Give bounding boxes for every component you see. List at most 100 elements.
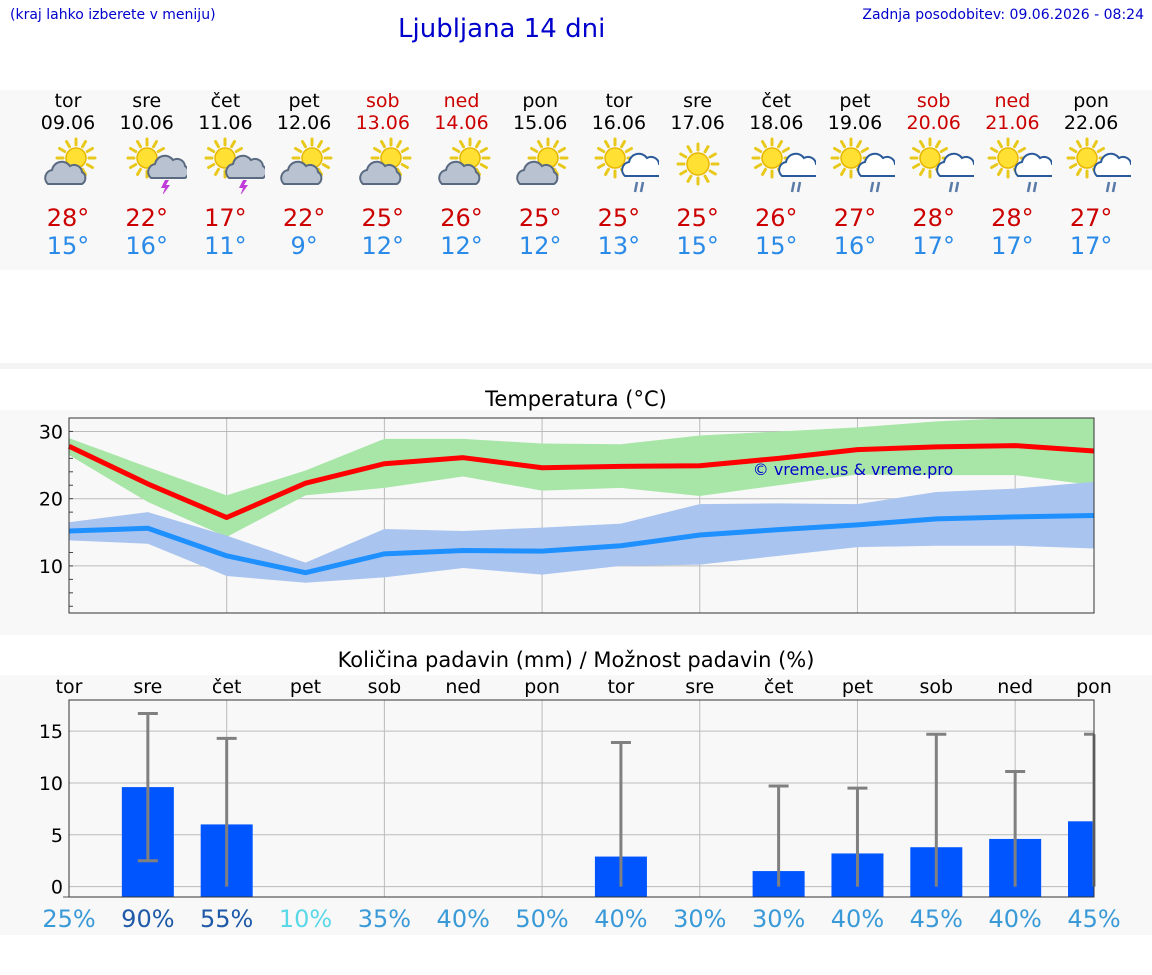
min-temperature: 15° [676,232,719,260]
day-date: 19.06 [827,112,883,134]
min-temperature: 16° [125,232,168,260]
max-temperature: 26° [755,204,798,232]
x-tick-label: tor [607,676,634,698]
max-temperature: 25° [361,204,405,232]
day-name: sre [683,90,713,112]
min-temperature: 12° [361,232,405,260]
y-tick-label: 10 [39,556,63,578]
watermark: © vreme.us & vreme.pro [753,460,954,479]
max-temperature-band [69,418,1094,538]
max-temperature: 25° [518,204,562,232]
min-temperature: 12° [440,232,483,260]
precipitation-probability: 40% [594,905,647,933]
day-column: čet 18.06 26° 15° [736,90,821,260]
sun-icon [676,142,720,186]
min-temperature: 17° [991,232,1034,260]
min-temperature: 17° [912,232,955,260]
max-temperature: 28° [46,204,90,232]
last-update: Zadnja posodobitev: 09.06.2026 - 08:24 [862,7,1144,23]
max-temperature: 28° [912,204,955,232]
day-column: sob 13.06 25° 12° [343,90,423,260]
min-temperature: 13° [597,232,641,260]
day-name: tor [54,90,82,112]
min-temperature: 15° [755,232,798,260]
precipitation-probability: 55% [200,905,253,933]
day-column: sre 17.06 25° 15° [658,90,738,260]
precipitation-probability: 45% [910,905,963,933]
plot-frame [68,417,1095,614]
max-temperature-line [67,443,1095,521]
precipitation-probability: 90% [121,905,174,933]
daily-forecast-strip [0,90,1152,270]
x-tick-label: sre [685,676,714,698]
day-date: 17.06 [670,112,725,134]
day-date: 12.06 [276,112,332,134]
day-column: sre 10.06 22° 16° [107,90,190,260]
day-name: sob [366,90,400,112]
max-temperature: 25° [676,204,719,232]
partly-cloudy-icon [516,137,569,185]
day-column: pet 12.06 22° 9° [264,90,344,260]
max-temperature: 22° [125,204,168,232]
day-date: 15.06 [512,112,568,134]
y-tick-label: 5 [51,825,63,847]
partly-cloudy-icon [44,137,97,185]
max-temperature: 26° [440,204,483,232]
separator [0,363,1152,369]
partly-cloudy-icon [358,137,412,185]
day-column: pet 19.06 27° 16° [815,90,900,260]
max-temperature: 27° [1069,204,1113,232]
min-temperature: 9° [290,232,318,260]
x-tick-label: pon [1076,676,1112,698]
day-column: tor 09.06 28° 15° [28,90,108,260]
max-temperature: 25° [597,204,641,232]
temperature-chart-title: Temperatura (°C) [485,387,667,411]
day-column: ned 14.06 26° 12° [422,90,502,260]
min-temperature: 15° [46,232,90,260]
day-name: tor [605,90,633,112]
temperature-chart: 10 20 30 © vreme.us & vreme.pro [39,417,1095,614]
x-tick-label: ned [997,676,1033,698]
y-tick-label: 15 [39,721,63,743]
plot-frame [68,699,1095,898]
page-title: Ljubljana 14 dni [398,14,606,44]
day-name: ned [994,90,1031,112]
y-tick-label: 20 [39,489,63,511]
day-date: 14.06 [434,112,489,134]
sun-rain-icon [830,137,900,193]
precipitation-probability: 30% [673,905,726,933]
x-tick-label: tor [56,676,83,698]
precipitation-probability: 40% [831,905,884,933]
sun-rain-icon [909,137,979,193]
precipitation-probability: 40% [437,905,490,933]
y-tick-label: 30 [39,421,63,443]
day-name: pet [839,90,871,112]
max-temperature: 28° [991,204,1034,232]
day-date: 22.06 [1063,112,1119,134]
min-temperature-band [69,481,1094,583]
day-name: ned [443,90,480,112]
day-date: 09.06 [40,112,96,134]
min-temperature: 16° [833,232,877,260]
day-date: 16.06 [591,112,647,134]
x-tick-label: sob [920,676,954,698]
precipitation-probability: 50% [515,905,568,933]
x-tick-label: pet [290,676,321,698]
day-column: ned 21.06 28° 17° [972,90,1057,260]
day-column: sob 20.06 28° 17° [894,90,979,260]
day-date: 10.06 [119,112,174,134]
min-temperature: 12° [518,232,562,260]
x-tick-label: sre [133,676,162,698]
precipitation-probability: 10% [279,905,332,933]
day-name: pon [522,90,559,112]
precipitation-chart-title: Količina padavin (mm) / Možnost padavin … [337,648,815,672]
day-date: 20.06 [906,112,961,134]
sun-rain-icon [1066,137,1136,193]
day-name: čet [210,90,241,112]
min-temperature: 11° [204,232,247,260]
day-name: sob [916,90,951,112]
day-name: pet [288,90,320,112]
x-tick-label: čet [212,676,242,698]
precipitation-probability: 30% [752,905,805,933]
sun-rain-icon [751,137,821,193]
